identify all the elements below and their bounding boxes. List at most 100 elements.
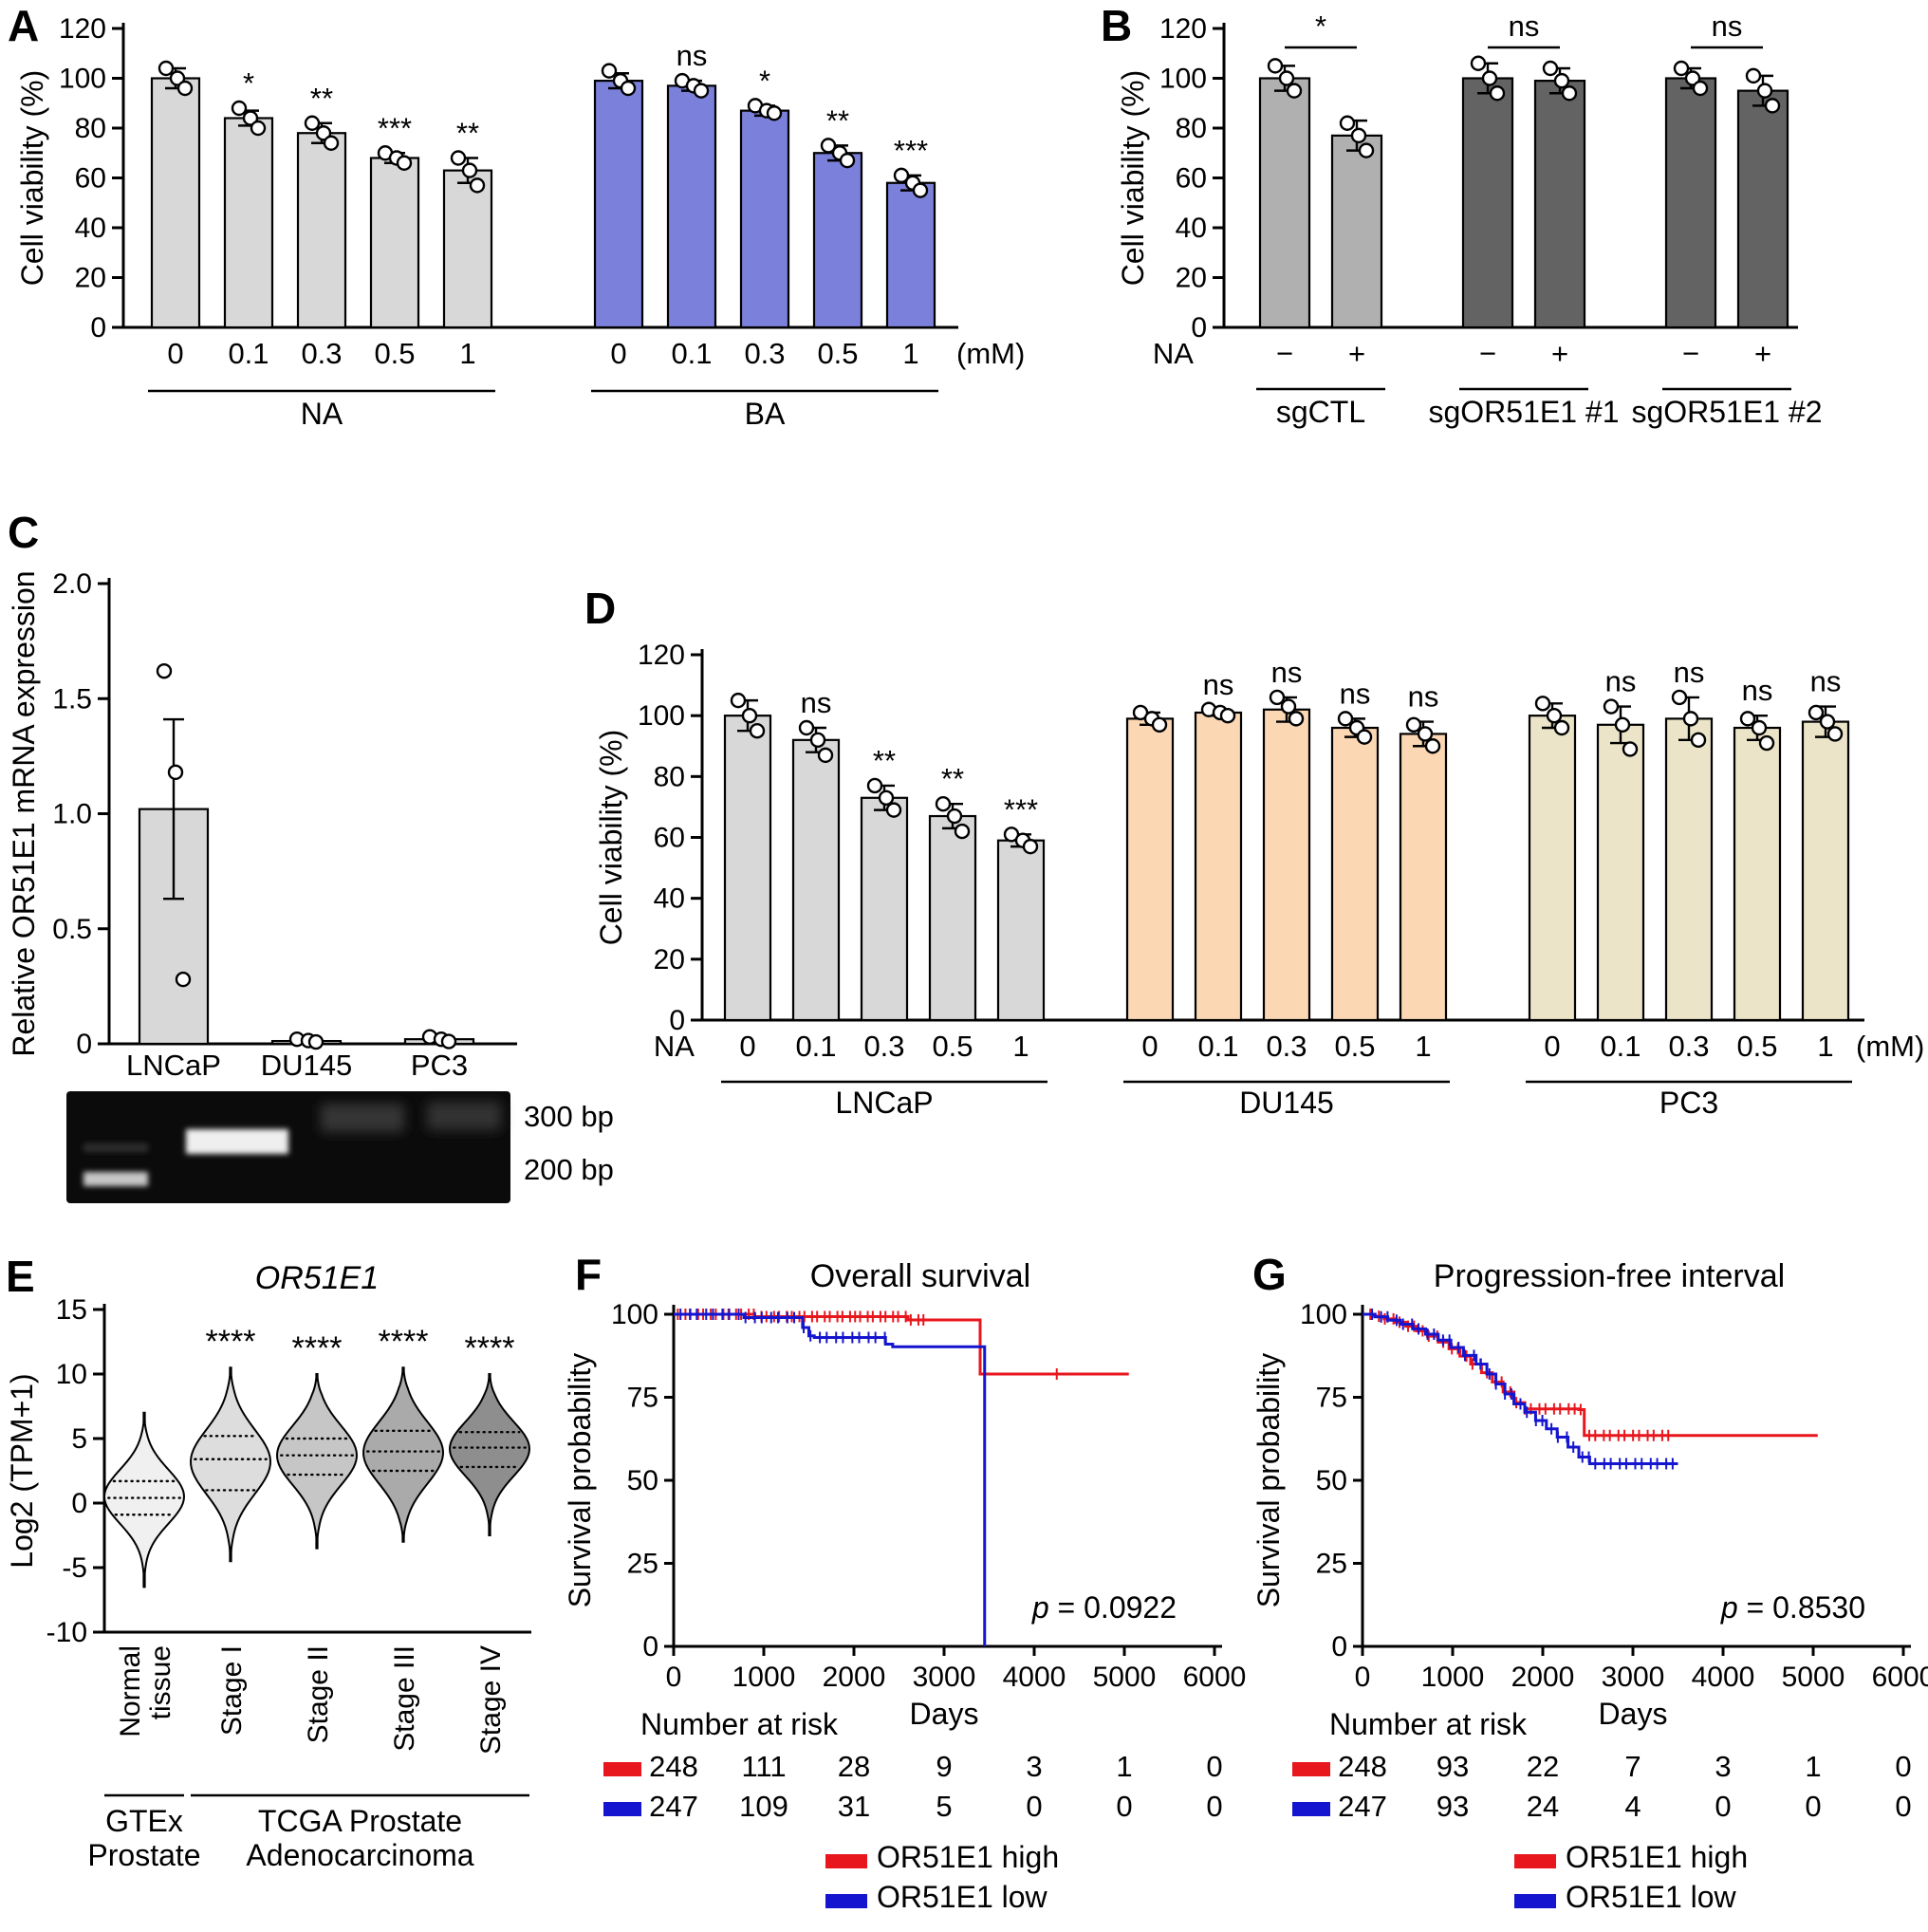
svg-text:ns: ns [1742,674,1773,707]
svg-text:1: 1 [1817,1030,1833,1063]
svg-text:248: 248 [649,1750,698,1783]
svg-text:100: 100 [611,1299,658,1330]
svg-text:3000: 3000 [1602,1662,1665,1693]
svg-text:50: 50 [1316,1465,1347,1496]
svg-text:0.3: 0.3 [301,337,342,370]
svg-text:109: 109 [739,1790,788,1823]
svg-text:2000: 2000 [1511,1662,1575,1693]
svg-text:ns: ns [1509,9,1540,43]
panel-C-gel-image [66,1091,510,1203]
svg-text:Log2 (TPM+1): Log2 (TPM+1) [5,1373,39,1568]
svg-text:6000: 6000 [1872,1662,1928,1693]
svg-text:0.5: 0.5 [52,914,92,945]
svg-text:247: 247 [649,1790,698,1823]
svg-text:0.5: 0.5 [374,337,415,370]
svg-text:0: 0 [1116,1790,1132,1823]
svg-text:OR51E1 high: OR51E1 high [877,1840,1059,1874]
svg-text:300 bp: 300 bp [524,1100,614,1133]
svg-text:ns: ns [1674,656,1705,689]
svg-text:0: 0 [739,1030,755,1063]
svg-text:0: 0 [1331,1631,1347,1663]
svg-text:40: 40 [75,213,106,244]
svg-text:1: 1 [1012,1030,1029,1063]
svg-text:4000: 4000 [1003,1662,1066,1693]
svg-text:3: 3 [1026,1750,1042,1783]
svg-text:15: 15 [56,1294,87,1326]
svg-text:60: 60 [654,823,685,854]
svg-text:25: 25 [1316,1549,1347,1580]
svg-text:0: 0 [1895,1790,1911,1823]
svg-text:GTEx: GTEx [105,1804,183,1838]
panel-label-D: D [584,584,617,633]
svg-text:0: 0 [1191,312,1207,344]
svg-text:25: 25 [627,1549,658,1580]
svg-text:93: 93 [1437,1790,1469,1823]
panel-C-bar-chart-and-gel: 0 0.5 1.0 1.5 2.0 Relative OR51E1 mRNA expres… [7,568,614,1203]
svg-text:Cell viability (%): Cell viability (%) [1116,70,1150,287]
svg-text:ns: ns [1271,656,1303,689]
svg-text:Normal: Normal [115,1645,146,1737]
svg-text:1: 1 [902,337,918,370]
svg-text:0: 0 [167,337,183,370]
svg-text:Survival probability: Survival probability [563,1353,597,1608]
svg-text:Stage II: Stage II [303,1645,334,1743]
svg-text:OR51E1: OR51E1 [255,1260,379,1296]
svg-text:0.1: 0.1 [795,1030,836,1063]
svg-text:0.5: 0.5 [1334,1030,1375,1063]
svg-text:+: + [1348,337,1365,370]
svg-text:Cell viability (%): Cell viability (%) [15,70,49,287]
svg-text:0: 0 [1355,1662,1371,1693]
svg-text:*: * [759,64,770,97]
svg-text:0: 0 [1544,1030,1560,1063]
svg-text:0: 0 [1715,1790,1731,1823]
svg-text:80: 80 [1176,113,1207,144]
svg-text:p = 0.8530: p = 0.8530 [1720,1590,1865,1625]
svg-text:111: 111 [741,1750,786,1783]
svg-text:Overall survival: Overall survival [810,1258,1030,1294]
panel-E-plot: OR51E1 -10 -5 0 5 10 15 Log2 (TPM+1) Normal tissu… [5,1260,531,1872]
svg-text:BA: BA [745,397,786,431]
svg-text:0.5: 0.5 [817,337,858,370]
svg-text:28: 28 [838,1750,870,1783]
panel-label-F: F [575,1250,602,1299]
svg-text:24: 24 [1527,1790,1559,1823]
svg-text:100: 100 [1300,1299,1347,1330]
panel-label-B: B [1101,1,1133,50]
svg-text:1: 1 [459,337,475,370]
svg-text:OR51E1 high: OR51E1 high [1566,1840,1748,1874]
svg-text:0.3: 0.3 [1266,1030,1307,1063]
svg-text:120: 120 [638,640,685,671]
svg-text:0.3: 0.3 [744,337,785,370]
svg-text:Number at risk: Number at risk [640,1707,839,1741]
svg-text:Stage III: Stage III [389,1645,420,1752]
svg-text:****: **** [379,1324,429,1360]
svg-text:75: 75 [1316,1383,1347,1414]
svg-text:0: 0 [642,1631,658,1663]
svg-text:40: 40 [654,883,685,915]
svg-text:*: * [1315,9,1326,43]
svg-text:****: **** [206,1324,256,1360]
svg-text:1.5: 1.5 [52,683,92,715]
svg-text:sgOR51E1 #1: sgOR51E1 #1 [1428,395,1619,429]
svg-text:5: 5 [71,1423,87,1455]
svg-text:80: 80 [75,113,106,144]
panel-label-G: G [1252,1250,1287,1299]
svg-text:(mM): (mM) [1856,1030,1924,1063]
svg-text:0: 0 [1805,1790,1821,1823]
panel-B-plot: 0 20 40 60 80 100 120 Cell viability (%) − + sgCTL… [1116,9,1823,429]
svg-text:6000: 6000 [1183,1662,1247,1693]
svg-text:+: + [1551,337,1568,370]
svg-text:50: 50 [627,1465,658,1496]
svg-text:60: 60 [1176,163,1207,195]
svg-text:0.3: 0.3 [863,1030,904,1063]
svg-text:20: 20 [75,263,106,294]
svg-text:OR51E1 low: OR51E1 low [877,1880,1048,1914]
svg-text:**: ** [873,744,896,777]
svg-text:Stage IV: Stage IV [475,1645,507,1755]
svg-text:OR51E1 low: OR51E1 low [1566,1880,1737,1914]
svg-text:−: − [1276,337,1293,370]
svg-text:1: 1 [1805,1750,1821,1783]
